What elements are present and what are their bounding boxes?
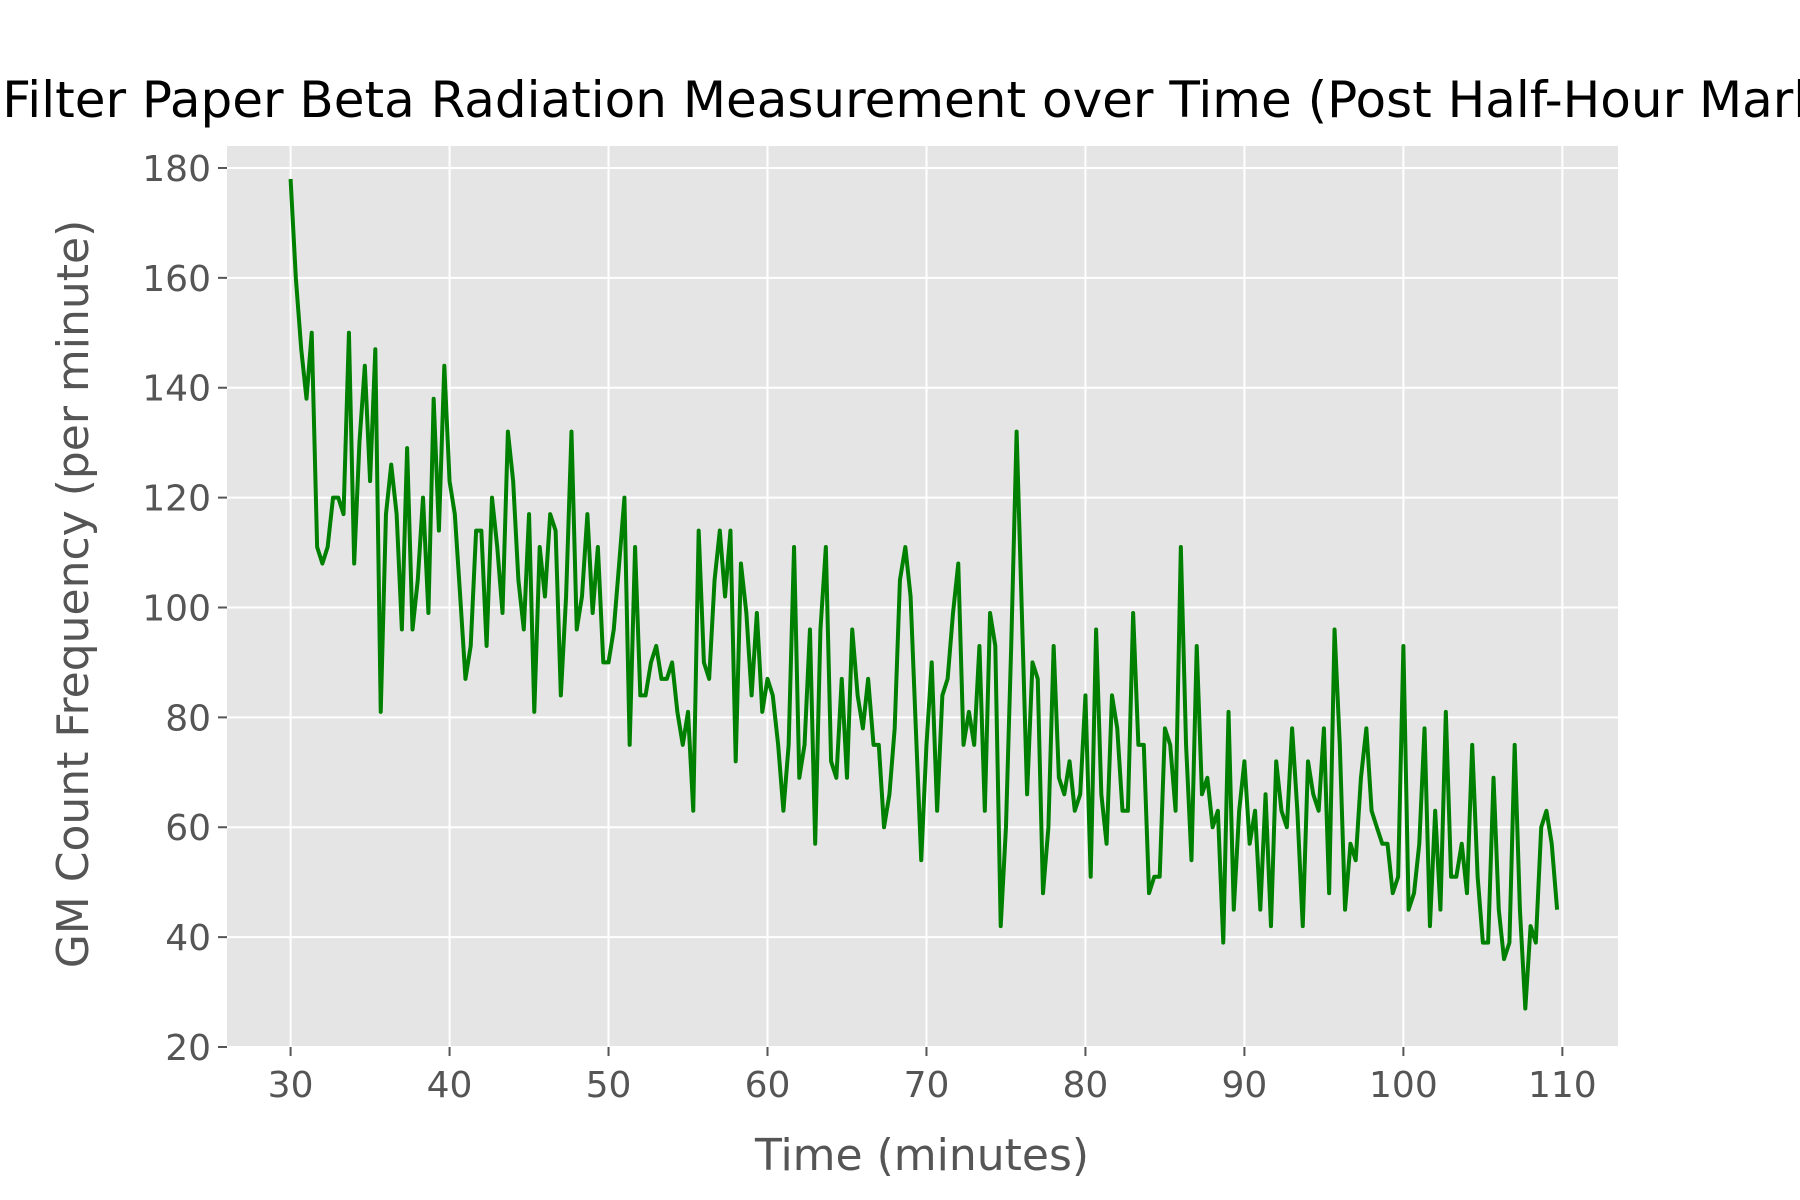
y-tick-label: 120 xyxy=(142,479,211,520)
x-tick-label: 70 xyxy=(904,1065,950,1106)
y-tick-label: 20 xyxy=(165,1028,211,1069)
y-tick-label: 60 xyxy=(165,808,211,849)
y-tick-label: 100 xyxy=(142,588,211,629)
x-tick-label: 60 xyxy=(745,1065,791,1106)
y-axis-label: GM Count Frequency (per minute) xyxy=(48,220,99,969)
y-tick-label: 80 xyxy=(165,698,211,739)
x-tick-label: 110 xyxy=(1528,1065,1597,1106)
x-tick-label: 30 xyxy=(268,1065,314,1106)
x-tick-label: 80 xyxy=(1063,1065,1109,1106)
y-tick-label: 160 xyxy=(142,259,211,300)
y-tick-label: 180 xyxy=(142,149,211,190)
chart-title: Filter Paper Beta Radiation Measurement … xyxy=(2,71,1800,129)
series-line xyxy=(288,178,1560,1011)
x-tick-label: 40 xyxy=(427,1065,473,1106)
x-axis-label: Time (minutes) xyxy=(754,1130,1089,1181)
grid xyxy=(227,146,1618,1048)
x-tick-label: 100 xyxy=(1369,1065,1438,1106)
axis-ticks: 30 40 50 60 70 80 90 100 110 20 40 60 80 100 120 140 160… xyxy=(142,149,1596,1106)
plot-area xyxy=(227,146,1618,1047)
x-tick-label: 50 xyxy=(586,1065,632,1106)
y-tick-label: 40 xyxy=(165,918,211,959)
x-tick-label: 90 xyxy=(1222,1065,1268,1106)
y-tick-label: 140 xyxy=(142,369,211,410)
